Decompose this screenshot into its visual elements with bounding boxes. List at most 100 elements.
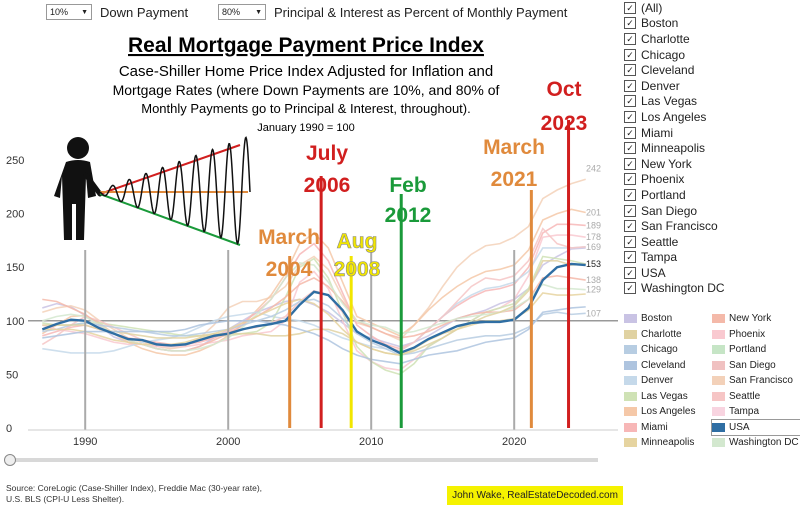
city-series-group <box>41 178 586 376</box>
pi-percent-select[interactable]: 80% ▼ <box>218 4 266 20</box>
time-slider-handle[interactable] <box>4 454 16 466</box>
legend-label: Los Angeles <box>641 406 696 418</box>
legend-item[interactable]: New York <box>712 311 800 327</box>
legend-row: Cleveland San Diego <box>624 358 800 374</box>
legend-item[interactable]: San Diego <box>712 358 800 374</box>
filter-item[interactable]: ✓ Las Vegas <box>624 94 800 110</box>
x-tick-label: 2010 <box>359 436 383 448</box>
filter-item[interactable]: ✓ San Francisco <box>624 218 800 234</box>
legend-item[interactable]: Cleveland <box>624 358 712 374</box>
series-line-denver <box>42 246 586 354</box>
filter-item-label: Minneapolis <box>641 141 706 156</box>
filter-item[interactable]: ✓ Los Angeles <box>624 109 800 125</box>
series-line-usa <box>41 262 586 355</box>
annotation-label-month: Feb <box>389 174 426 197</box>
legend-item[interactable]: Tampa <box>712 404 800 420</box>
x-tick-label: 1990 <box>73 436 97 448</box>
y-tick-label: 50 <box>6 369 18 381</box>
source-line-2: U.S. BLS (CPI-U Less Shelter). <box>6 494 125 504</box>
filter-item[interactable]: ✓ Cleveland <box>624 62 800 78</box>
filter-item[interactable]: ✓ Washington DC <box>624 281 800 297</box>
legend-swatch <box>624 360 637 370</box>
legend-item[interactable]: Seattle <box>712 389 800 405</box>
time-slider-track[interactable] <box>8 458 598 462</box>
checkbox-checked-icon[interactable]: ✓ <box>624 110 636 123</box>
oscillation-wave <box>99 136 251 245</box>
legend-swatch <box>624 438 637 448</box>
filter-item-label: Los Angeles <box>641 109 707 124</box>
checkbox-checked-icon[interactable]: ✓ <box>624 126 636 139</box>
checkbox-checked-icon[interactable]: ✓ <box>624 188 636 201</box>
filter-item[interactable]: ✓ Seattle <box>624 234 800 250</box>
filter-item[interactable]: ✓ San Diego <box>624 203 800 219</box>
checkbox-checked-icon[interactable]: ✓ <box>624 266 636 279</box>
checkbox-checked-icon[interactable]: ✓ <box>624 32 636 45</box>
filter-item[interactable]: ✓ Charlotte <box>624 31 800 47</box>
filter-item-label: Phoenix <box>641 172 685 187</box>
filter-item[interactable]: ✓ (All) <box>624 0 800 16</box>
filter-item-label: Portland <box>641 187 686 202</box>
checkbox-checked-icon[interactable]: ✓ <box>624 79 636 92</box>
legend-item[interactable]: Las Vegas <box>624 389 712 405</box>
legend-item[interactable]: Los Angeles <box>624 404 712 420</box>
checkbox-checked-icon[interactable]: ✓ <box>624 64 636 77</box>
pi-percent-value: 80% <box>222 7 241 17</box>
legend-item[interactable]: Boston <box>624 311 712 327</box>
filter-item[interactable]: ✓ Phoenix <box>624 172 800 188</box>
legend-row: Miami USA <box>624 418 800 436</box>
chart-subtitle-3: Monthly Payments go to Principal & Inter… <box>141 101 471 116</box>
source-note: Source: CoreLogic (Case-Shiller Index), … <box>6 483 262 505</box>
filter-item-label: Denver <box>641 78 680 93</box>
legend-label: San Francisco <box>729 375 793 387</box>
legend-item[interactable]: USA <box>711 418 800 436</box>
y-tick-label: 150 <box>6 262 24 274</box>
annotation-labels-group: March 2004 July 2006 Aug 2008 Feb 2012 March 2021… <box>258 78 587 281</box>
legend-item[interactable]: Washington DC <box>712 435 800 451</box>
filter-item[interactable]: ✓ Miami <box>624 125 800 141</box>
checkbox-checked-icon[interactable]: ✓ <box>624 220 636 233</box>
legend-row: Charlotte Phoenix <box>624 327 800 343</box>
series-end-label: 138 <box>586 275 601 285</box>
annotation-lines-group <box>288 120 571 428</box>
y-tick-label: 250 <box>6 155 24 167</box>
legend-swatch <box>712 360 725 370</box>
checkbox-checked-icon[interactable]: ✓ <box>624 235 636 248</box>
checkbox-checked-icon[interactable]: ✓ <box>624 48 636 61</box>
filter-item-label: Seattle <box>641 234 679 249</box>
filter-item-label: Cleveland <box>641 63 695 78</box>
checkbox-checked-icon[interactable]: ✓ <box>624 1 636 14</box>
legend-item[interactable]: Charlotte <box>624 327 712 343</box>
legend-label: Boston <box>641 313 673 325</box>
legend-item[interactable]: Minneapolis <box>624 435 712 451</box>
legend-swatch <box>712 438 725 448</box>
legend-item[interactable]: San Francisco <box>712 373 800 389</box>
annotation-label-month: March <box>258 226 320 249</box>
pi-percent-label: Principal & Interest as Percent of Month… <box>274 4 568 20</box>
filter-item[interactable]: ✓ Minneapolis <box>624 140 800 156</box>
down-payment-select[interactable]: 10% ▼ <box>46 4 92 20</box>
checkbox-checked-icon[interactable]: ✓ <box>624 157 636 170</box>
legend-swatch <box>712 345 725 355</box>
filter-item[interactable]: ✓ Portland <box>624 187 800 203</box>
filter-item[interactable]: ✓ USA <box>624 265 800 281</box>
legend-item[interactable]: Portland <box>712 342 800 358</box>
legend-item[interactable]: Phoenix <box>712 327 800 343</box>
checkbox-checked-icon[interactable]: ✓ <box>624 17 636 30</box>
legend-item[interactable]: Denver <box>624 373 712 389</box>
legend-swatch <box>624 407 637 417</box>
checkbox-checked-icon[interactable]: ✓ <box>624 251 636 264</box>
filter-item[interactable]: ✓ Chicago <box>624 47 800 63</box>
legend-item[interactable]: Chicago <box>624 342 712 358</box>
checkbox-checked-icon[interactable]: ✓ <box>624 142 636 155</box>
filter-item[interactable]: ✓ Denver <box>624 78 800 94</box>
checkbox-checked-icon[interactable]: ✓ <box>624 204 636 217</box>
credit-banner: John Wake, RealEstateDecoded.com <box>447 486 623 505</box>
legend-item[interactable]: Miami <box>624 420 712 436</box>
megaphone-illustration <box>99 136 251 246</box>
filter-item[interactable]: ✓ New York <box>624 156 800 172</box>
checkbox-checked-icon[interactable]: ✓ <box>624 173 636 186</box>
filter-item[interactable]: ✓ Boston <box>624 16 800 32</box>
checkbox-checked-icon[interactable]: ✓ <box>624 95 636 108</box>
filter-item[interactable]: ✓ Tampa <box>624 250 800 266</box>
checkbox-checked-icon[interactable]: ✓ <box>624 282 636 295</box>
